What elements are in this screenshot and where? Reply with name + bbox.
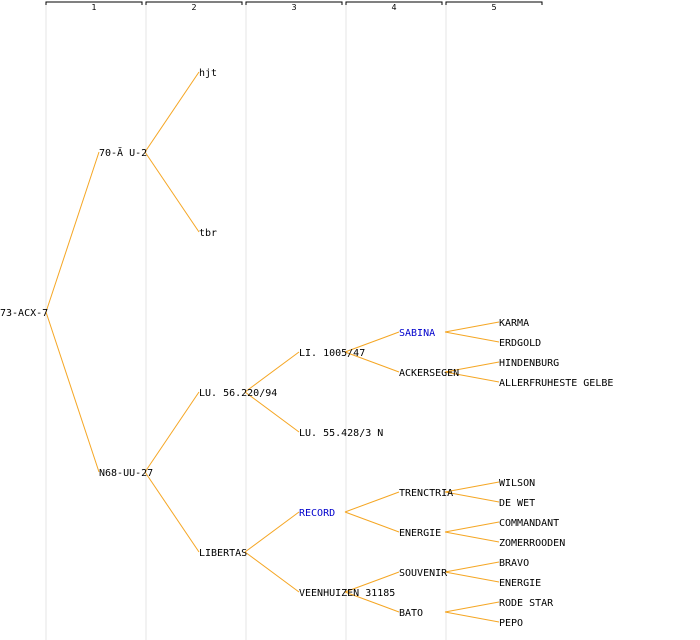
generation-label-3: 3 xyxy=(291,3,296,12)
node-label-n9: RECORD xyxy=(299,508,335,519)
edge-n5-n7 xyxy=(244,351,300,393)
edge-n7-n11 xyxy=(344,331,400,353)
generation-bracket-5 xyxy=(445,1,543,5)
node-label-n25: BRAVO xyxy=(499,558,529,569)
node-label-n12: ACKERSEGEN xyxy=(399,368,459,379)
edge-n16-n28 xyxy=(444,611,500,623)
node-label-n26: ENERGIE xyxy=(499,578,541,589)
generation-label-1: 1 xyxy=(91,3,96,12)
edge-n15-n26 xyxy=(444,571,500,583)
node-label-n21: WILSON xyxy=(499,478,535,489)
node-label-n4: tbr xyxy=(199,228,217,239)
edge-n13-n21 xyxy=(444,481,500,493)
node-label-n19: HINDENBURG xyxy=(499,358,559,369)
node-label-n28: PEPO xyxy=(499,618,523,629)
generation-bracket-1 xyxy=(45,1,143,5)
node-label-n23: COMMANDANT xyxy=(499,518,559,529)
edge-n2-n5 xyxy=(144,391,200,473)
edge-n6-n10 xyxy=(244,551,300,593)
node-label-n15: SOUVENIR xyxy=(399,568,448,579)
node-label-n5: LU. 56.220/94 xyxy=(199,388,277,399)
edge-n1-n4 xyxy=(144,151,200,233)
edge-n0-n2 xyxy=(45,311,100,473)
edge-n1-n3 xyxy=(144,71,200,153)
edge-n14-n24 xyxy=(444,531,500,543)
generation-label-4: 4 xyxy=(391,3,396,12)
node-label-n18: ERDGOLD xyxy=(499,338,541,349)
generation-bracket-3 xyxy=(245,1,343,5)
edge-n7-n12 xyxy=(344,351,400,373)
edge-n10-n16 xyxy=(344,591,400,613)
edge-n12-n20 xyxy=(444,371,500,383)
node-label-n22: DE WET xyxy=(499,498,535,509)
edge-n0-n1 xyxy=(45,151,100,313)
edge-n5-n8 xyxy=(244,391,300,433)
edge-n2-n6 xyxy=(144,471,200,553)
edge-n13-n22 xyxy=(444,491,500,503)
edge-n11-n18 xyxy=(444,331,500,343)
generation-label-2: 2 xyxy=(191,3,196,12)
node-label-n16: BATO xyxy=(399,608,423,619)
edge-n10-n15 xyxy=(344,571,400,593)
node-label-n2: N68-UU-27 xyxy=(99,468,153,479)
node-label-n0: 73-ACX-7 xyxy=(0,308,48,319)
node-label-n13: TRENCTRIA xyxy=(399,488,453,499)
node-label-n3: hjt xyxy=(199,68,217,79)
generation-bracket-4 xyxy=(345,1,443,5)
node-label-n1: 70-Ă U-2 xyxy=(99,146,147,159)
edge-n11-n17 xyxy=(444,321,500,333)
edge-n9-n13 xyxy=(344,491,400,513)
edge-n12-n19 xyxy=(444,361,500,373)
node-label-n11: SABINA xyxy=(399,328,435,339)
generation-bracket-2 xyxy=(145,1,243,5)
node-label-n24: ZOMERROODEN xyxy=(499,538,565,549)
node-label-n14: ENERGIE xyxy=(399,528,441,539)
node-label-n27: RODE STAR xyxy=(499,598,554,609)
edge-n16-n27 xyxy=(444,601,500,613)
tree-nodes: 73-ACX-7 70-Ă U-2 N68-UU-27 hjt tbr LU. 56.22… xyxy=(0,68,613,629)
edge-n6-n9 xyxy=(244,511,300,553)
node-label-n6: LIBERTAS xyxy=(199,548,247,559)
node-label-n10: VEENHUIZEN 31185 xyxy=(299,588,395,599)
node-label-n8: LU. 55.428/3 N xyxy=(299,428,383,439)
node-label-n17: KARMA xyxy=(499,318,529,329)
generation-label-5: 5 xyxy=(491,3,496,12)
column-rules xyxy=(45,4,447,640)
edge-n9-n14 xyxy=(344,511,400,533)
edge-n14-n23 xyxy=(444,521,500,533)
generation-headers: 1 2 3 4 5 xyxy=(45,1,543,12)
tree-edges xyxy=(45,71,500,623)
node-label-n7: LI. 1005/47 xyxy=(299,348,365,359)
edge-n15-n25 xyxy=(444,561,500,573)
node-label-n20: ALLERFRUHESTE GELBE xyxy=(499,378,613,389)
